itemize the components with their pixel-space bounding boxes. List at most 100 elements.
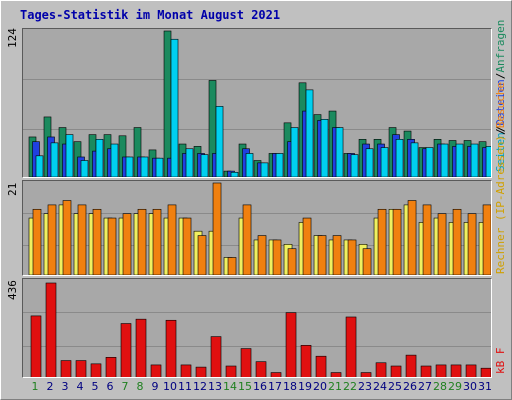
bar-besuche xyxy=(422,204,432,275)
day-label: 18 xyxy=(283,380,298,393)
bar-kb xyxy=(75,360,87,377)
bar-anfragen xyxy=(118,135,127,177)
bar-kb xyxy=(180,364,192,377)
chart-title: Tages-Statistik im Monat August 2021 xyxy=(20,8,281,22)
bar-kb xyxy=(45,282,57,377)
chart-panel-top xyxy=(22,28,492,178)
day-label: 11 xyxy=(178,380,193,393)
day-label: 9 xyxy=(151,380,159,393)
ymax-label-middle: 21 xyxy=(6,182,19,196)
day-label: 27 xyxy=(418,380,433,393)
legend-text: / xyxy=(494,72,507,80)
day-label: 8 xyxy=(136,380,144,393)
day-label: 5 xyxy=(91,380,99,393)
day-label: 25 xyxy=(388,380,403,393)
bar-kb xyxy=(90,363,102,377)
bar-kb xyxy=(315,355,327,377)
legend-label-middle: Rechner (IP-Adressen)/Besuche xyxy=(494,82,507,274)
bar-seiten xyxy=(260,162,269,177)
legend-text: / xyxy=(494,128,507,135)
day-label: 24 xyxy=(373,380,388,393)
bar-seiten xyxy=(185,148,194,177)
bar-seiten xyxy=(200,154,209,177)
bar-besuche xyxy=(32,208,42,275)
bar-seiten xyxy=(95,139,104,177)
day-label: 31 xyxy=(478,380,493,393)
day-label: 17 xyxy=(268,380,283,393)
bar-seiten xyxy=(35,155,44,177)
bar-besuche xyxy=(482,204,491,275)
day-label: 21 xyxy=(328,380,343,393)
bar-seiten xyxy=(140,156,149,177)
bar-seiten xyxy=(335,127,344,177)
bar-seiten xyxy=(365,148,374,177)
bar-seiten xyxy=(485,146,491,177)
bar-besuche xyxy=(137,208,147,275)
bar-kb xyxy=(195,366,207,377)
bar-besuche xyxy=(212,182,222,275)
day-label: 22 xyxy=(343,380,358,393)
bar-kb xyxy=(480,367,491,377)
bar-seiten xyxy=(170,38,179,177)
bar-besuche xyxy=(362,248,372,275)
bar-kb xyxy=(375,362,387,377)
bar-kb xyxy=(120,323,132,377)
bar-seiten xyxy=(305,89,314,177)
bar-kb xyxy=(240,348,252,377)
chart-svg-bottom xyxy=(23,282,491,377)
bar-besuche xyxy=(152,208,162,275)
bar-seiten xyxy=(125,156,134,177)
bar-seiten xyxy=(290,127,299,177)
bar-kb xyxy=(390,365,402,377)
bar-besuche xyxy=(47,204,57,275)
day-label: 7 xyxy=(121,380,129,393)
bar-kb xyxy=(360,372,372,377)
bar-besuche xyxy=(122,213,132,275)
legend-text: Rechner (IP-Adressen) xyxy=(494,134,507,274)
bar-besuche xyxy=(182,217,192,275)
chart-panel-middle xyxy=(22,180,492,276)
bar-kb xyxy=(225,365,237,377)
bar-seiten xyxy=(440,143,449,177)
bar-besuche xyxy=(317,235,327,275)
bar-besuche xyxy=(407,200,417,275)
bar-besuche xyxy=(257,235,267,275)
legend-text: Besuche xyxy=(494,81,507,129)
bar-kb xyxy=(345,316,357,377)
bar-seiten xyxy=(470,143,479,177)
bar-besuche xyxy=(452,208,462,275)
day-label: 12 xyxy=(193,380,208,393)
day-label: 16 xyxy=(253,380,268,393)
bar-kb xyxy=(105,357,117,377)
bar-besuche xyxy=(62,200,72,275)
bar-kb xyxy=(465,364,477,377)
bar-seiten xyxy=(395,139,404,177)
bar-besuche xyxy=(167,204,177,275)
bar-kb xyxy=(135,318,147,377)
bar-besuche xyxy=(197,235,207,275)
day-label: 23 xyxy=(358,380,373,393)
bar-besuche xyxy=(467,213,477,275)
bar-seiten xyxy=(320,119,329,177)
day-label: 1 xyxy=(31,380,39,393)
bar-kb xyxy=(150,364,162,377)
bar-seiten xyxy=(380,147,389,177)
bar-besuche xyxy=(302,217,312,275)
bar-kb xyxy=(30,315,42,377)
legend-text: Anfragen xyxy=(494,19,507,73)
bar-besuche xyxy=(242,204,252,275)
bar-besuche xyxy=(107,217,117,275)
bar-kb xyxy=(330,372,342,377)
bar-seiten xyxy=(455,143,464,177)
bar-kb xyxy=(435,364,447,377)
bar-anfragen xyxy=(133,127,142,177)
ymax-label-top: 124 xyxy=(6,28,19,48)
bar-besuche xyxy=(347,239,357,275)
chart-svg-top xyxy=(23,30,491,177)
bar-besuche xyxy=(227,257,237,275)
bar-seiten xyxy=(80,160,89,177)
bar-seiten xyxy=(110,143,119,177)
bar-kb xyxy=(270,372,282,377)
day-label: 19 xyxy=(298,380,313,393)
bar-seiten xyxy=(275,153,284,177)
